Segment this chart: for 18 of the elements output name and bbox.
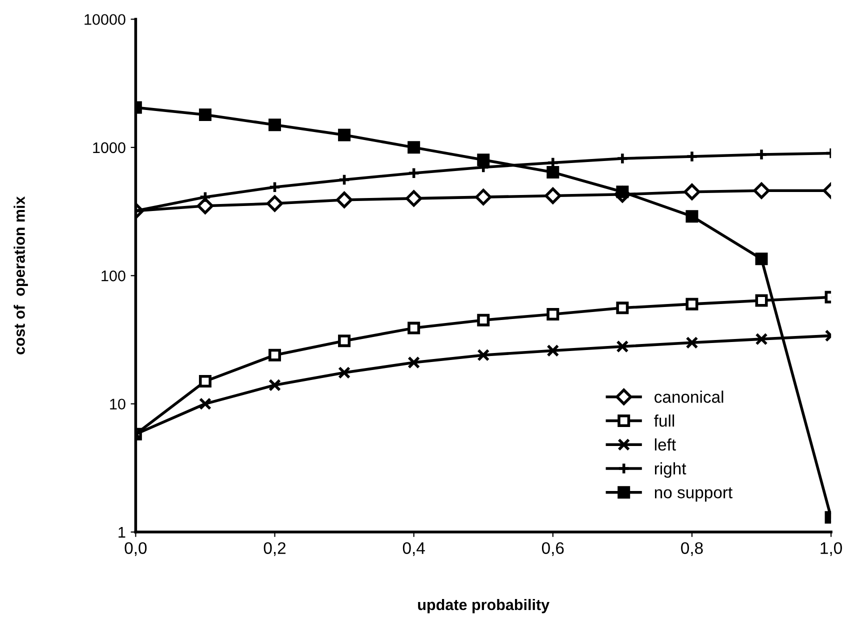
x-axis-title: update probability [418,598,550,614]
legend-label: right [654,462,686,478]
legend-label: full [654,414,674,427]
y-tick-label: 1 [118,527,126,538]
x-tick-label: 0,2 [264,542,286,556]
y-tick-label: 10 [110,398,126,410]
legend-label: canonical [654,390,724,403]
y-tick-label: 1000 [93,142,126,154]
x-tick-label: 0,0 [124,542,147,556]
y-tick-label: 10000 [84,14,126,25]
y-axis-title: cost of operation mix [14,196,28,354]
x-tick-label: 0,8 [681,542,703,556]
x-tick-label: 0,4 [402,542,425,556]
legend-label: left [654,438,676,451]
y-tick-label: 100 [102,270,126,282]
x-tick-label: 1,0 [820,542,842,556]
x-tick-label: 0,6 [542,542,564,556]
legend-label: no support [654,487,732,502]
